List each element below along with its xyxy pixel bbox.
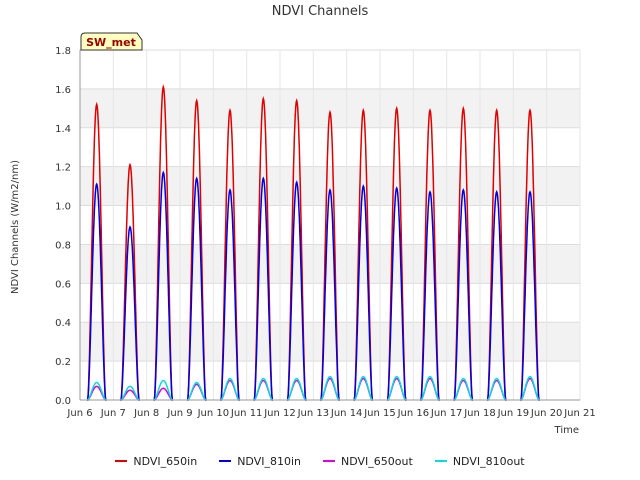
legend-swatch-ndvi-650out <box>323 460 336 462</box>
legend-item-ndvi-810out: NDVI_810out <box>434 452 525 470</box>
series-line-ndvi-810out <box>87 375 540 401</box>
legend: NDVI_650in NDVI_810in NDVI_650out NDVI_8… <box>0 452 640 470</box>
x-tick-label: Jun 12 <box>263 408 296 419</box>
axes <box>79 50 580 401</box>
x-tick-label: Jun 13 <box>297 408 330 419</box>
sw-met-badge: SW_met <box>80 32 143 51</box>
legend-swatch-ndvi-810in <box>219 460 232 462</box>
plot-band <box>80 166 580 206</box>
plot-band <box>80 127 580 167</box>
series-lines <box>86 84 540 401</box>
legend-label-ndvi-810in: NDVI_810in <box>237 454 302 468</box>
y-tick-label: 1.4 <box>55 124 71 135</box>
x-tick-label: Jun 17 <box>430 408 463 419</box>
x-tick-label: Jun 7 <box>100 408 126 419</box>
legend-label-ndvi-650in: NDVI_650in <box>133 454 198 468</box>
plot-band <box>80 205 580 245</box>
x-tick-label: Jun 9 <box>166 408 192 419</box>
chart-title: NDVI Channels <box>272 4 369 19</box>
y-tick-label: 1.6 <box>55 85 71 96</box>
y-tick-labels: 0.0 0.2 0.4 0.6 0.8 1.0 1.2 1.4 1.6 1.8 <box>55 46 71 407</box>
legend-item-ndvi-650in: NDVI_650in <box>115 452 197 470</box>
y-tick-label: 0.2 <box>55 357 71 368</box>
legend-item-ndvi-810in: NDVI_810in <box>219 452 301 470</box>
x-tick-label: Jun 14 <box>330 408 363 419</box>
plot-band <box>80 244 580 284</box>
y-tick-label: 1.0 <box>55 202 71 213</box>
legend-item-ndvi-650out: NDVI_650out <box>323 452 413 470</box>
badge-label: SW_met <box>86 36 136 49</box>
legend-swatch-ndvi-810out <box>434 460 447 462</box>
plot-background-bands <box>80 50 580 400</box>
plot-band <box>80 50 580 89</box>
series-line-ndvi-650in <box>86 84 540 401</box>
y-axis-label: NDVI Channels (W/m2/nm) <box>10 160 21 294</box>
series-line-ndvi-810in <box>86 170 540 401</box>
y-tick-label: 1.2 <box>55 163 71 174</box>
x-tick-label: Jun 20 <box>530 408 563 419</box>
x-tick-label: Jun 6 <box>66 408 92 419</box>
x-tick-label: Jun 8 <box>133 408 159 419</box>
x-tick-label: Jun 15 <box>363 408 396 419</box>
y-tick-label: 0.0 <box>55 396 71 407</box>
y-tick-label: 0.8 <box>55 240 71 251</box>
plot-band <box>80 283 580 323</box>
legend-swatch-ndvi-650in <box>115 460 128 462</box>
x-tick-label: Jun 19 <box>497 408 530 419</box>
y-tick-label: 1.8 <box>55 46 71 57</box>
y-tick-label: 0.4 <box>55 318 71 329</box>
plot-band <box>80 88 580 128</box>
plot-band <box>80 322 580 362</box>
series-line-ndvi-650out <box>87 377 540 401</box>
x-axis-label: Time <box>554 425 579 436</box>
x-tick-label: Jun 21 <box>563 408 596 419</box>
x-tick-label: Jun 10 <box>197 408 230 419</box>
y-tick-label: 0.6 <box>55 279 71 290</box>
x-tick-label: Jun 11 <box>230 408 263 419</box>
x-tick-label: Jun 16 <box>397 408 430 419</box>
legend-label-ndvi-810out: NDVI_810out <box>452 454 525 468</box>
x-tick-labels: Jun 6 Jun 7 Jun 8 Jun 9 Jun 10 Jun 11 Jun 12 Ju… <box>66 408 595 419</box>
legend-label-ndvi-650out: NDVI_650out <box>341 454 413 468</box>
x-tick-label: Jun 18 <box>463 408 496 419</box>
